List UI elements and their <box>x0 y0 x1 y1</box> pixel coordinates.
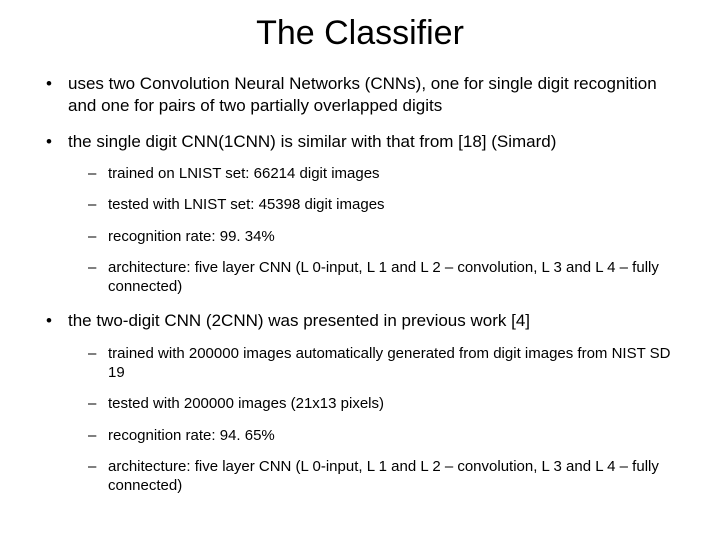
list-item: tested with 200000 images (21x13 pixels) <box>88 394 680 413</box>
bullet-text: trained with 200000 images automatically… <box>108 345 671 381</box>
list-item: tested with LNIST set: 45398 digit image… <box>88 195 680 214</box>
bullet-text: tested with 200000 images (21x13 pixels) <box>108 395 384 412</box>
bullet-text: tested with LNIST set: 45398 digit image… <box>108 196 385 213</box>
list-item: architecture: five layer CNN (L 0-input,… <box>88 258 680 296</box>
bullet-text: recognition rate: 94. 65% <box>108 427 275 444</box>
sub-bullet-list: trained on LNIST set: 66214 digit images… <box>68 164 680 296</box>
list-item: uses two Convolution Neural Networks (CN… <box>40 73 680 117</box>
list-item: recognition rate: 99. 34% <box>88 227 680 246</box>
list-item: architecture: five layer CNN (L 0-input,… <box>88 457 680 495</box>
bullet-text: the single digit CNN(1CNN) is similar wi… <box>68 132 556 151</box>
bullet-text: uses two Convolution Neural Networks (CN… <box>68 74 657 115</box>
bullet-text: trained on LNIST set: 66214 digit images <box>108 165 380 182</box>
list-item: the two-digit CNN (2CNN) was presented i… <box>40 310 680 495</box>
bullet-list: uses two Convolution Neural Networks (CN… <box>40 73 680 495</box>
slide: The Classifier uses two Convolution Neur… <box>0 0 720 540</box>
list-item: recognition rate: 94. 65% <box>88 426 680 445</box>
bullet-text: recognition rate: 99. 34% <box>108 228 275 245</box>
sub-bullet-list: trained with 200000 images automatically… <box>68 344 680 495</box>
bullet-text: the two-digit CNN (2CNN) was presented i… <box>68 311 530 330</box>
page-title: The Classifier <box>40 14 680 53</box>
bullet-text: architecture: five layer CNN (L 0-input,… <box>108 259 659 295</box>
list-item: the single digit CNN(1CNN) is similar wi… <box>40 131 680 297</box>
list-item: trained with 200000 images automatically… <box>88 344 680 382</box>
bullet-text: architecture: five layer CNN (L 0-input,… <box>108 458 659 494</box>
list-item: trained on LNIST set: 66214 digit images <box>88 164 680 183</box>
